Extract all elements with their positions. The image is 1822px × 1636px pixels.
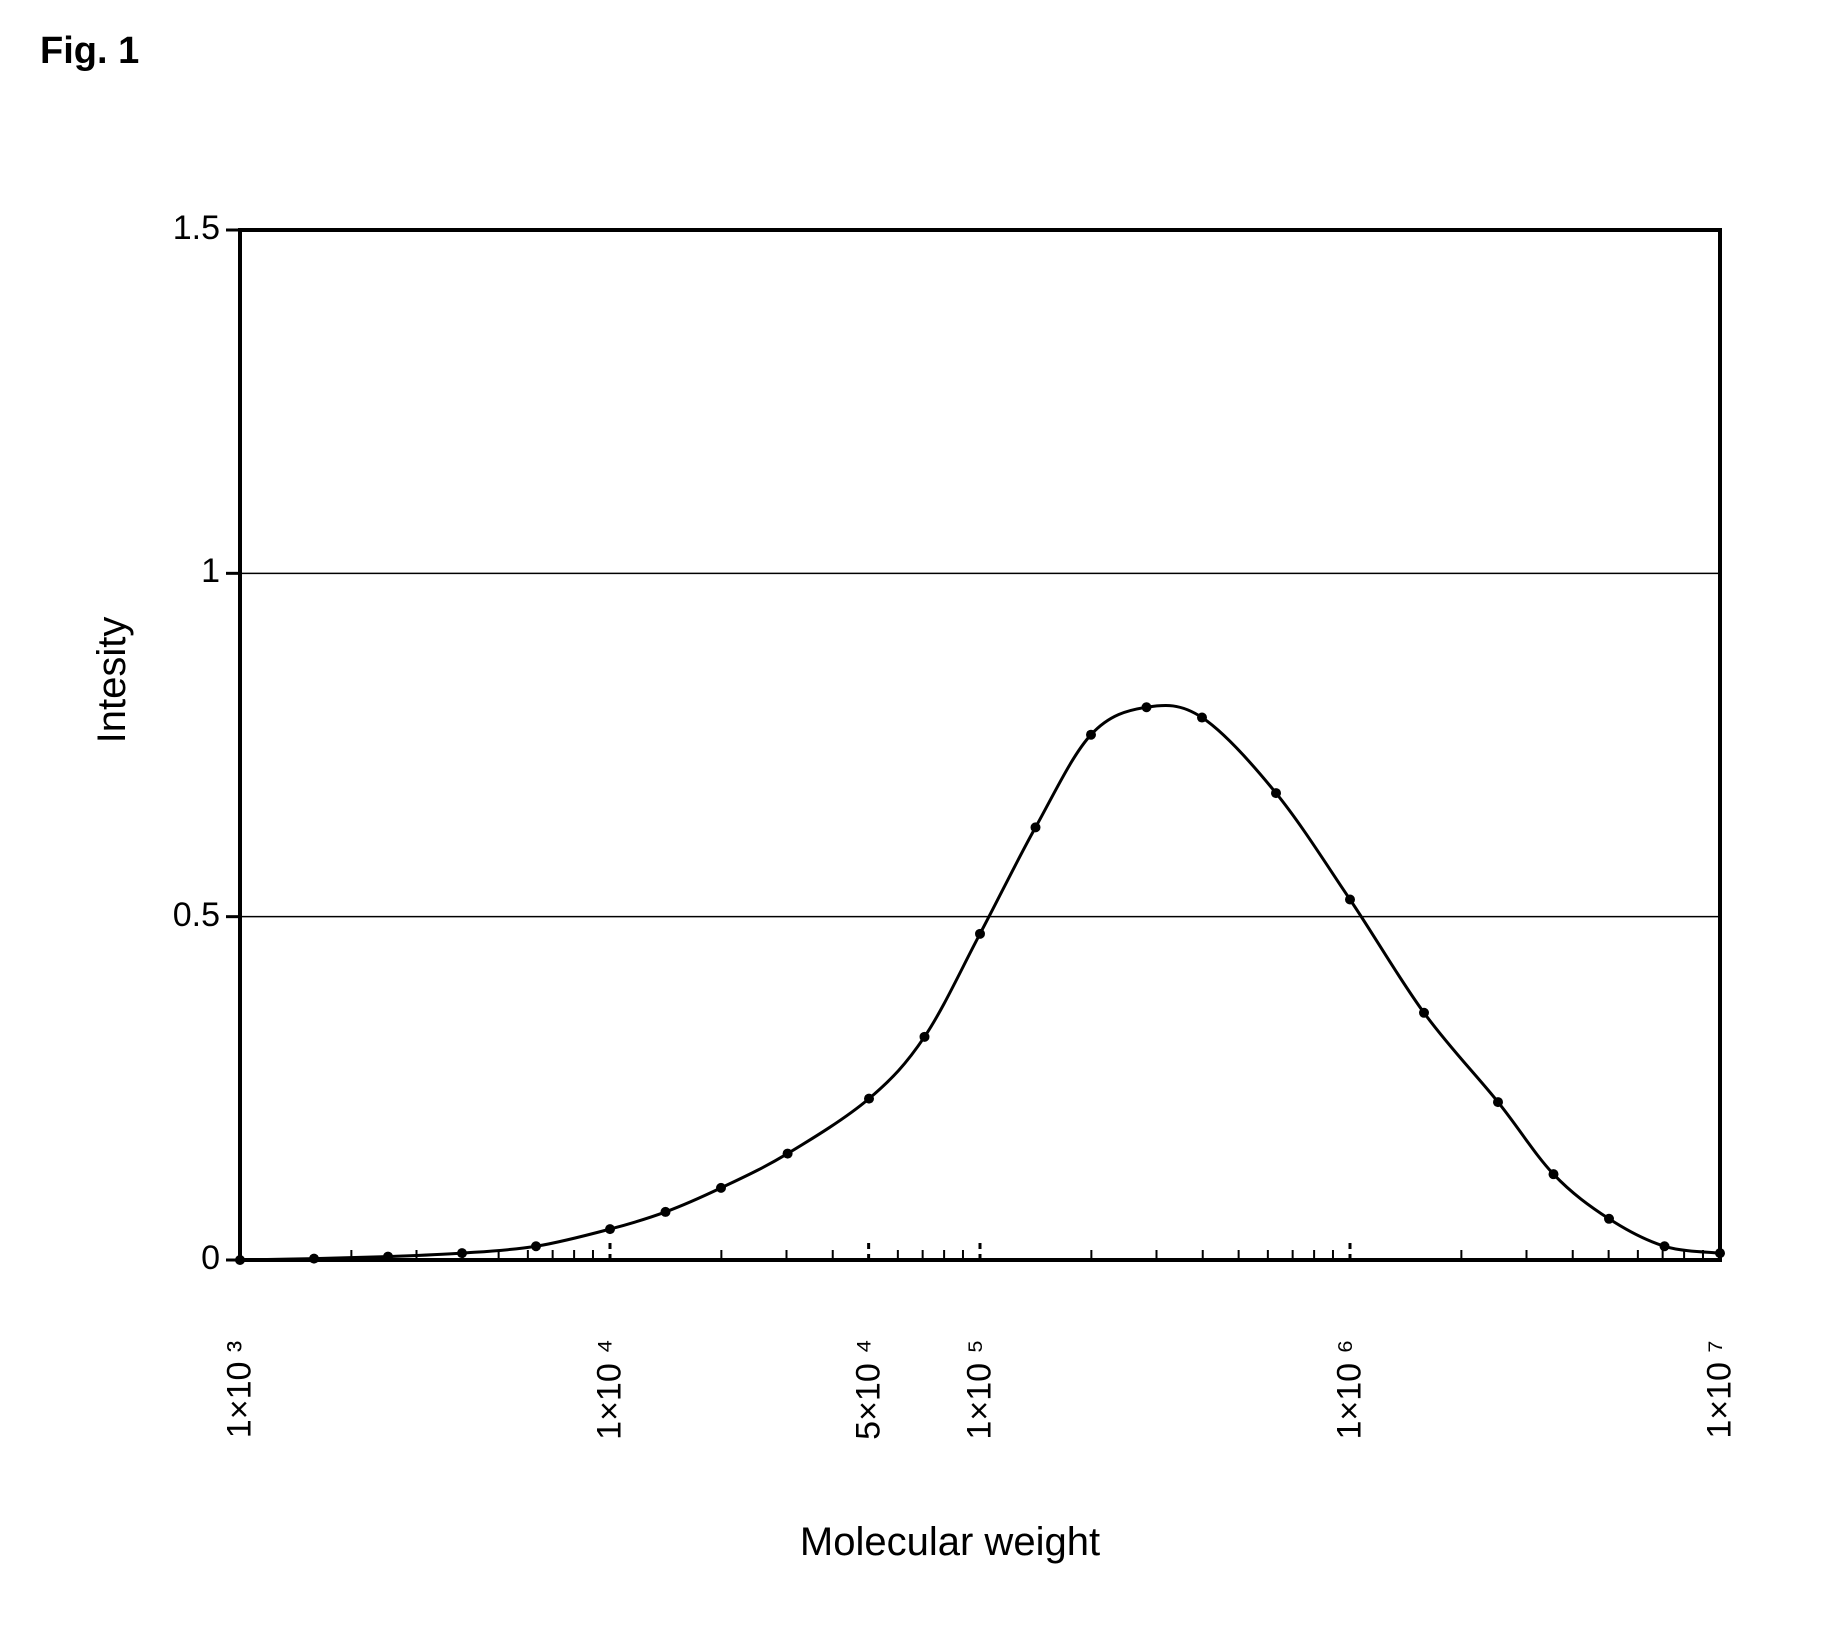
y-tick-label: 0.5 xyxy=(110,896,220,935)
x-tick-label: 1×10 ⁷ xyxy=(1701,1290,1740,1490)
x-tick-label: 1×10 ⁶ xyxy=(1331,1290,1370,1490)
data-marker xyxy=(531,1241,541,1251)
x-tick-label: 1×10 ⁵ xyxy=(961,1290,1000,1490)
page-root: Fig. 1 Intesity Molecular weight 00.511.… xyxy=(0,0,1822,1636)
data-marker xyxy=(975,929,985,939)
data-marker xyxy=(457,1248,467,1258)
y-tick-label: 1.5 xyxy=(110,209,220,248)
data-marker xyxy=(1419,1008,1429,1018)
data-marker xyxy=(309,1254,319,1264)
data-marker xyxy=(1493,1097,1503,1107)
data-marker xyxy=(716,1183,726,1193)
data-marker xyxy=(1345,895,1355,905)
chart-svg xyxy=(0,0,1822,1636)
data-marker xyxy=(864,1094,874,1104)
data-marker xyxy=(1660,1241,1670,1251)
data-marker xyxy=(235,1255,245,1265)
data-marker xyxy=(1604,1214,1614,1224)
data-marker xyxy=(383,1252,393,1262)
data-marker xyxy=(920,1032,930,1042)
data-marker xyxy=(661,1207,671,1217)
data-marker xyxy=(1271,788,1281,798)
x-tick-label: 1×10 ⁴ xyxy=(591,1290,630,1490)
data-marker xyxy=(1031,822,1041,832)
chart-container: Intesity Molecular weight 00.511.5 1×10 … xyxy=(0,0,1822,1636)
y-tick-label: 0 xyxy=(110,1239,220,1278)
data-marker xyxy=(1197,713,1207,723)
data-marker xyxy=(1715,1248,1725,1258)
data-marker xyxy=(605,1224,615,1234)
data-marker xyxy=(1142,702,1152,712)
x-axis-label: Molecular weight xyxy=(700,1520,1200,1565)
x-tick-label: 1×10 ³ xyxy=(221,1290,260,1490)
data-marker xyxy=(1086,730,1096,740)
y-tick-label: 1 xyxy=(110,552,220,591)
x-tick-label: 5×10 ⁴ xyxy=(849,1290,888,1490)
data-marker xyxy=(783,1149,793,1159)
data-marker xyxy=(1549,1169,1559,1179)
